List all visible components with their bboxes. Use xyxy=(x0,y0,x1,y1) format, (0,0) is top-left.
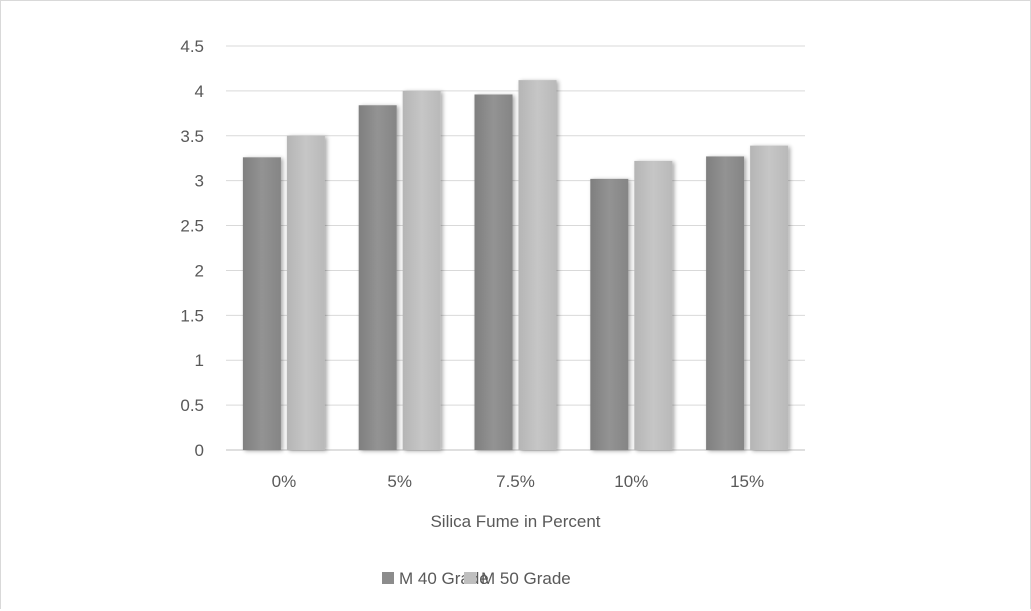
bar-series-2 xyxy=(286,135,325,450)
y-tick-label: 2 xyxy=(195,261,204,280)
x-axis-tick-labels: 0% 5% 7.5% 10% 15% xyxy=(272,472,765,491)
legend-swatch xyxy=(464,572,476,584)
bars xyxy=(242,80,789,451)
bar-series-1 xyxy=(358,105,397,451)
bar-series-2 xyxy=(634,160,673,450)
legend-swatch xyxy=(382,572,394,584)
bar-series-1 xyxy=(242,157,281,450)
bar-series-1 xyxy=(474,94,513,450)
y-tick-label: 4.5 xyxy=(180,37,204,56)
y-axis-tick-labels: 0 0.5 1 1.5 2 2.5 3 3.5 4 4.5 xyxy=(180,37,204,460)
bar-series-2 xyxy=(518,80,557,451)
bar-series-1 xyxy=(706,156,745,450)
x-tick-label: 7.5% xyxy=(496,472,535,491)
legend-label: M 50 Grade xyxy=(481,569,571,588)
y-tick-label: 4 xyxy=(195,82,204,101)
x-tick-label: 15% xyxy=(730,472,764,491)
x-tick-label: 0% xyxy=(272,472,297,491)
y-tick-label: 3.5 xyxy=(180,127,204,146)
bar-series-2 xyxy=(402,90,441,450)
x-axis-title: Silica Fume in Percent xyxy=(430,512,600,531)
y-tick-label: 2.5 xyxy=(180,217,204,236)
bar-series-1 xyxy=(590,178,629,451)
x-tick-label: 10% xyxy=(614,472,648,491)
y-tick-label: 3 xyxy=(195,172,204,191)
y-tick-label: 1.5 xyxy=(180,306,204,325)
y-tick-label: 0 xyxy=(195,441,204,460)
x-tick-label: 5% xyxy=(387,472,412,491)
bar-series-2 xyxy=(750,145,789,451)
y-tick-label: 1 xyxy=(195,351,204,370)
y-tick-label: 0.5 xyxy=(180,396,204,415)
